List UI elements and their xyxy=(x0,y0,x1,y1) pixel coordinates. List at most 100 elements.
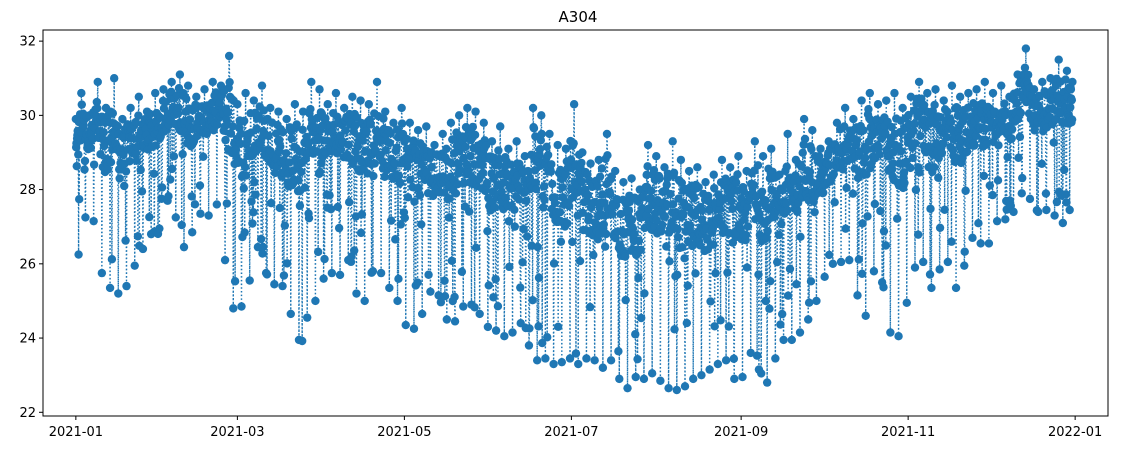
data-point xyxy=(550,198,560,208)
data-point xyxy=(86,143,96,153)
data-point xyxy=(723,268,732,277)
data-point xyxy=(479,118,488,127)
data-point xyxy=(715,205,724,214)
data-point xyxy=(403,193,413,202)
data-point xyxy=(103,165,112,174)
data-point xyxy=(442,315,452,324)
data-point xyxy=(919,100,929,110)
data-point xyxy=(1007,125,1017,134)
data-point xyxy=(478,168,488,178)
data-point xyxy=(455,165,465,174)
data-point xyxy=(228,122,238,131)
data-point xyxy=(541,354,550,363)
data-point xyxy=(636,245,645,255)
data-point xyxy=(680,254,689,263)
data-point xyxy=(797,162,806,171)
data-point xyxy=(738,372,747,382)
data-point xyxy=(256,234,266,244)
data-point xyxy=(121,236,130,245)
data-point xyxy=(212,200,222,209)
data-point xyxy=(698,206,707,215)
data-point xyxy=(782,199,791,208)
data-point xyxy=(808,126,817,135)
data-point xyxy=(951,283,961,293)
data-point xyxy=(590,356,599,365)
data-point xyxy=(869,267,879,276)
data-point xyxy=(537,129,546,139)
data-point xyxy=(1068,77,1077,87)
data-point xyxy=(841,224,850,233)
data-point xyxy=(728,204,737,214)
data-point xyxy=(853,291,862,300)
data-point xyxy=(925,270,935,279)
data-point xyxy=(183,81,193,90)
data-point xyxy=(532,184,541,194)
data-point xyxy=(1061,190,1071,199)
data-point xyxy=(621,295,630,305)
data-point xyxy=(830,198,839,207)
data-point xyxy=(302,132,311,142)
data-point xyxy=(1015,132,1025,142)
data-point xyxy=(652,151,661,161)
data-point xyxy=(724,322,734,331)
data-point xyxy=(1009,207,1018,217)
data-point xyxy=(75,195,84,204)
data-point xyxy=(740,215,749,224)
data-point xyxy=(819,188,828,197)
data-point xyxy=(1062,66,1072,76)
data-point xyxy=(710,183,719,193)
data-point xyxy=(464,207,474,216)
data-point xyxy=(577,177,587,186)
data-point xyxy=(386,129,395,138)
data-point xyxy=(627,215,637,224)
data-point xyxy=(1018,173,1027,183)
data-point xyxy=(561,144,571,153)
data-point xyxy=(548,179,557,189)
data-point xyxy=(812,296,821,306)
data-point xyxy=(862,145,872,154)
data-point xyxy=(1052,197,1062,207)
data-point xyxy=(992,216,1002,226)
data-point xyxy=(529,124,539,133)
data-point xyxy=(649,165,659,175)
data-point xyxy=(631,330,640,339)
data-point xyxy=(516,283,525,292)
data-point xyxy=(766,276,775,286)
data-point xyxy=(97,268,107,278)
data-point xyxy=(906,163,915,173)
data-point xyxy=(368,267,378,276)
data-point xyxy=(638,193,647,202)
data-point xyxy=(221,135,230,145)
data-point xyxy=(107,255,117,264)
data-point xyxy=(274,107,283,116)
data-point xyxy=(881,128,890,138)
data-point xyxy=(489,174,499,183)
data-point xyxy=(447,158,456,168)
data-point xyxy=(386,216,396,225)
data-point xyxy=(597,164,607,173)
data-point xyxy=(685,221,695,230)
data-point xyxy=(252,124,261,133)
data-point xyxy=(240,163,250,172)
data-point xyxy=(569,139,578,148)
data-point xyxy=(522,232,532,241)
data-point xyxy=(805,167,815,176)
data-point xyxy=(313,247,323,257)
data-point xyxy=(118,114,127,124)
data-point xyxy=(586,159,595,168)
data-point xyxy=(779,335,788,345)
data-point xyxy=(862,170,871,179)
data-point xyxy=(303,313,312,322)
data-point xyxy=(376,268,386,278)
data-point xyxy=(247,197,256,206)
data-point xyxy=(879,283,888,292)
data-point xyxy=(655,174,664,183)
data-point xyxy=(578,208,587,218)
data-point xyxy=(762,378,772,387)
data-point xyxy=(315,167,325,177)
data-point xyxy=(795,328,805,337)
data-point xyxy=(964,88,973,98)
data-point xyxy=(465,151,475,161)
data-point xyxy=(251,190,260,199)
data-point xyxy=(1033,207,1043,217)
